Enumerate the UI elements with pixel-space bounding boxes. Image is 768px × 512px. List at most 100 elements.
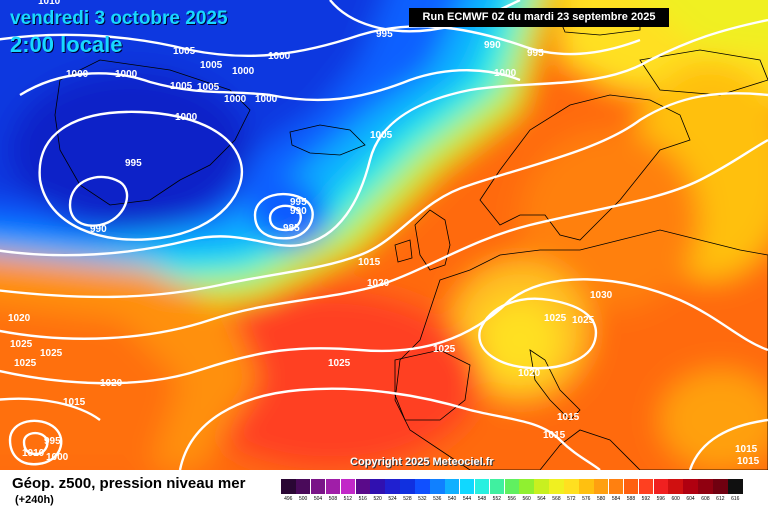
map-title: Géop. z500, pression niveau mer bbox=[12, 475, 246, 492]
scale-swatch bbox=[534, 479, 549, 494]
isobar-label: 1020 bbox=[100, 378, 123, 389]
scale-swatch bbox=[385, 479, 400, 494]
scale-label: 612 bbox=[716, 496, 725, 502]
scale-swatch bbox=[489, 479, 505, 494]
scale-swatch bbox=[623, 479, 639, 494]
isobar-label: 995 bbox=[527, 48, 544, 59]
isobar-label: 1015 bbox=[737, 456, 760, 467]
isobar-label: 1015 bbox=[543, 430, 566, 441]
isobar-label: 1010 bbox=[38, 0, 61, 7]
scale-label: 572 bbox=[567, 496, 576, 502]
isobar-label: 1000 bbox=[232, 66, 255, 77]
scale-swatch bbox=[281, 479, 296, 494]
isobar-label: 1000 bbox=[224, 94, 247, 105]
isobar-label: 1005 bbox=[173, 46, 196, 57]
scale-swatch bbox=[444, 479, 460, 494]
scale-label: 512 bbox=[343, 496, 353, 502]
copyright-text: Copyright 2025 Meteociel.fr bbox=[350, 456, 494, 468]
isobar-label: 1000 bbox=[175, 112, 198, 123]
isobar-label: 1000 bbox=[66, 69, 89, 80]
scale-label: 604 bbox=[686, 496, 695, 502]
isobar-label: 990 bbox=[290, 206, 307, 217]
isobar-label: 1025 bbox=[40, 348, 63, 359]
scale-label: 496 bbox=[284, 496, 293, 502]
isobar-label: 995 bbox=[44, 436, 61, 447]
scale-label: 508 bbox=[328, 496, 338, 502]
model-run-banner: Run ECMWF 0Z du mardi 23 septembre 2025 bbox=[409, 8, 669, 27]
forecast-time: 2:00 locale bbox=[10, 32, 123, 57]
isobars bbox=[0, 0, 768, 470]
scale-swatch bbox=[638, 479, 654, 494]
scale-label: 548 bbox=[477, 496, 487, 502]
isobar-label: 1000 bbox=[46, 452, 69, 463]
isobar-label: 1005 bbox=[370, 130, 393, 141]
scale-swatch bbox=[415, 479, 430, 494]
scale-swatch bbox=[668, 479, 683, 494]
isobar-label: 1025 bbox=[10, 339, 33, 350]
scale-label: 584 bbox=[611, 496, 621, 502]
scale-label: 528 bbox=[403, 496, 412, 502]
isobar-label: 1025 bbox=[544, 313, 567, 324]
scale-swatch bbox=[430, 479, 445, 494]
isobar-label: 985 bbox=[283, 223, 300, 234]
forecast-lead-time: (+240h) bbox=[15, 494, 54, 506]
legend-footer: Géop. z500, pression niveau mer (+240h) … bbox=[0, 470, 768, 512]
isobar-label: 995 bbox=[125, 158, 142, 169]
isobar-label: 1000 bbox=[115, 69, 138, 80]
scale-swatch bbox=[608, 479, 624, 494]
scale-label: 536 bbox=[433, 496, 442, 502]
scale-label: 556 bbox=[507, 496, 516, 502]
isobar-label: 1020 bbox=[8, 313, 31, 324]
forecast-date: vendredi 3 octobre 2025 bbox=[10, 8, 228, 29]
colour-scale: 496 500 504 508 512 516 520 524 528 532 536 540 544 5… bbox=[281, 479, 745, 507]
scale-label: 544 bbox=[462, 496, 472, 502]
isobar-label: 1025 bbox=[433, 344, 456, 355]
scale-label: 580 bbox=[596, 496, 606, 502]
scale-swatch bbox=[579, 479, 594, 494]
scale-label: 540 bbox=[447, 496, 457, 502]
scale-label: 600 bbox=[671, 496, 680, 502]
isobar-label: 1005 bbox=[197, 82, 220, 93]
scale-label: 532 bbox=[418, 496, 427, 502]
scale-swatch bbox=[310, 479, 326, 494]
scale-label: 516 bbox=[358, 496, 367, 502]
scale-label: 564 bbox=[537, 496, 546, 502]
isobar-label: 1020 bbox=[367, 278, 390, 289]
scale-swatch bbox=[728, 479, 743, 494]
scale-swatch bbox=[713, 479, 728, 494]
scale-swatch bbox=[504, 479, 519, 494]
z500-colour-field bbox=[0, 0, 768, 470]
isobar-label: 995 bbox=[290, 197, 307, 208]
scale-swatch bbox=[295, 479, 311, 494]
scale-swatch bbox=[325, 479, 341, 494]
scale-swatch bbox=[653, 479, 668, 494]
scale-label: 608 bbox=[701, 496, 710, 502]
scale-label: 568 bbox=[552, 496, 561, 502]
isobar-label: 1015 bbox=[735, 444, 758, 455]
scale-swatch bbox=[340, 479, 356, 494]
scale-label: 500 bbox=[298, 496, 308, 502]
scale-label: 616 bbox=[731, 496, 740, 502]
isobar-label: 1005 bbox=[200, 60, 223, 71]
scale-swatch bbox=[549, 479, 564, 494]
scale-label: 596 bbox=[656, 496, 665, 502]
isobar-label: 1030 bbox=[590, 290, 613, 301]
scale-swatch bbox=[698, 479, 713, 494]
scale-label: 524 bbox=[388, 496, 397, 502]
isobar-label: 1000 bbox=[255, 94, 278, 105]
isobar-label: 1020 bbox=[518, 368, 541, 379]
scale-swatch bbox=[683, 479, 698, 494]
forecast-map: 1010 995 990 995 1005 1000 1005 1000 1000 1000 100… bbox=[0, 0, 768, 470]
scale-label: 504 bbox=[313, 496, 323, 502]
scale-label: 560 bbox=[522, 496, 531, 502]
scale-swatch bbox=[400, 479, 415, 494]
isobar-label: 995 bbox=[376, 29, 393, 40]
isobar-label: 1015 bbox=[557, 412, 580, 423]
isobar-label: 1025 bbox=[572, 315, 595, 326]
isobar-label: 1025 bbox=[328, 358, 351, 369]
isobar-label: 990 bbox=[90, 224, 107, 235]
scale-label: 592 bbox=[641, 496, 651, 502]
scale-swatch bbox=[459, 479, 475, 494]
isobar-label: 1025 bbox=[14, 358, 37, 369]
